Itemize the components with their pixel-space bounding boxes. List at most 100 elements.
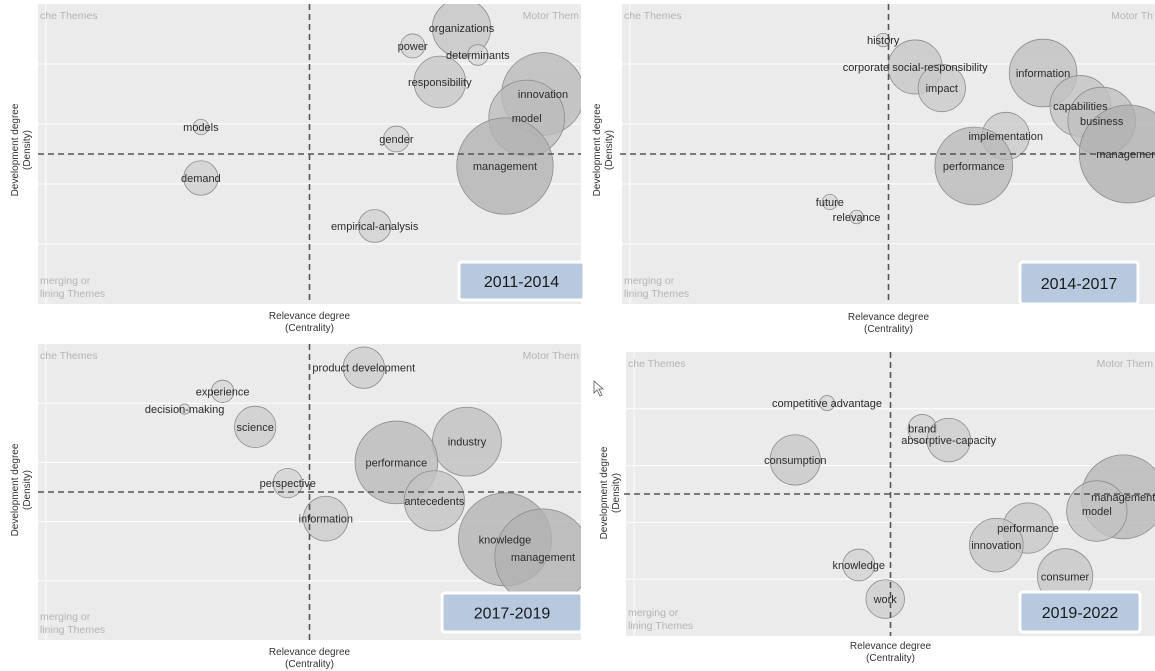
bubble-product-development — [342, 346, 385, 389]
y-axis-label: Development degree — [10, 443, 21, 536]
bubble-work — [865, 579, 905, 619]
bubble-innovation — [969, 517, 1024, 573]
bubble-label-future: future — [816, 197, 844, 209]
y-axis-label-group: Development degree (Density) — [10, 443, 33, 536]
period-badge — [1018, 590, 1142, 634]
bubble-label-management: management — [1091, 492, 1155, 504]
bubble-label-information: information — [1016, 68, 1070, 80]
bubble-labels: history corporate social-responsibility im… — [816, 35, 1155, 224]
bubble-absorptive-capacity — [926, 417, 971, 463]
quadrant-label-emerging: merging or — [628, 607, 679, 619]
bubble-label-management: management — [1096, 149, 1155, 161]
y-axis-sublabel: (Density) — [22, 470, 33, 510]
quadrant-label-declining: lining Themes — [628, 620, 693, 632]
bubble-demand — [183, 160, 219, 196]
bubble-relevance — [849, 209, 864, 225]
x-axis-sublabel: (Centrality) — [285, 323, 334, 334]
bubble-label-power: power — [398, 41, 428, 53]
bubble-label-absorptive-capacity: absorptive-capacity — [901, 435, 996, 447]
bubble-label-antecedents: antecedents — [404, 496, 464, 508]
bubble-antecedents — [403, 470, 465, 532]
quadrant-label-declining: lining Themes — [40, 624, 105, 636]
bubble-label-performance: performance — [365, 457, 427, 469]
bubble-label-management: management — [511, 552, 575, 564]
quadrant-label-emerging: merging or — [40, 611, 91, 623]
bubble-label-model: model — [1082, 506, 1112, 518]
x-axis-sublabel: (Centrality) — [285, 659, 334, 670]
period-label: 2019-2022 — [1042, 605, 1119, 622]
quadrant-label-niche: che Themes — [40, 10, 98, 22]
quadrant-label-emerging: merging or — [40, 275, 91, 287]
bubble-perspective — [272, 468, 303, 499]
quadrant-label-declining: lining Themes — [624, 288, 689, 300]
quadrant-label-motor: Motor Them — [523, 350, 580, 362]
y-axis-sublabel: (Density) — [611, 473, 622, 513]
bubble-information — [302, 495, 349, 542]
bubble-label-work: work — [873, 594, 898, 606]
bubble-label-knowledge: knowledge — [832, 560, 885, 572]
bubble-science — [234, 405, 277, 448]
bubble-label-consumption: consumption — [764, 455, 826, 467]
bubble-labels: competitive advantage brandabsorptive-cap… — [764, 398, 1155, 606]
bubble-decision-making — [179, 403, 191, 415]
period-label: 2017-2019 — [474, 606, 551, 623]
bubble-knowledge — [842, 548, 876, 582]
bubble-label-decision-making: decision-making — [145, 404, 224, 416]
x-axis-label: Relevance degree — [269, 647, 351, 658]
bubble-history — [876, 32, 891, 48]
bubble-label-corporate-social-responsibility: corporate social-responsibility — [843, 62, 988, 74]
bubble-label-performance: performance — [943, 161, 1005, 173]
bubble-management — [1078, 104, 1155, 204]
bubble-label-experience: experience — [196, 386, 250, 398]
bubble-label-product-development: product development — [312, 363, 415, 375]
bubble-label-organizations: organizations — [429, 23, 495, 35]
bubble-models — [192, 118, 210, 136]
bubble-label-perspective: perspective — [260, 478, 316, 490]
bubble-label-industry: industry — [448, 437, 487, 449]
bubble-label-relevance: relevance — [833, 212, 881, 224]
period-badge — [1018, 260, 1140, 306]
bubble-responsibility — [413, 55, 467, 109]
x-axis-label: Relevance degree — [850, 641, 932, 652]
bubble-label-management: management — [473, 161, 537, 173]
quadrant-label-motor: Motor Th — [1111, 10, 1153, 22]
quadrant-label-niche: che Themes — [624, 10, 682, 22]
y-axis-label-group: Development degree (Density) — [599, 446, 622, 539]
bubble-label-knowledge: knowledge — [479, 534, 532, 546]
bubble-label-competitive-advantage: competitive advantage — [772, 398, 882, 410]
bubble-label-empirical-analysis: empirical-analysis — [331, 221, 419, 233]
bubble-power — [400, 33, 426, 59]
y-axis-label-group: Development degree (Density) — [10, 103, 33, 196]
bubble-determinants — [467, 44, 489, 66]
x-axis-sublabel: (Centrality) — [866, 653, 915, 664]
bubble-performance — [934, 126, 1014, 206]
period-label: 2011-2014 — [484, 274, 559, 291]
quadrant-label-niche: che Themes — [628, 358, 686, 370]
bubble-model — [1066, 480, 1128, 542]
bubble-experience — [211, 379, 235, 403]
bubble-label-model: model — [512, 113, 542, 125]
y-axis-label-group: Development degree (Density) — [592, 103, 615, 196]
bubble-label-history: history — [867, 35, 900, 47]
bubble-competitive-advantage — [819, 395, 835, 412]
bubble-label-responsibility: responsibility — [408, 77, 472, 89]
period-label: 2014-2017 — [1041, 276, 1118, 293]
bubble-label-impact: impact — [926, 83, 958, 95]
mouse-cursor-icon — [593, 380, 605, 397]
bubble-label-gender: gender — [379, 134, 414, 146]
x-axis-label: Relevance degree — [269, 311, 351, 322]
bubble-label-information: information — [299, 514, 353, 526]
bubbles — [769, 395, 1155, 619]
period-badge — [440, 591, 584, 634]
bubbles — [179, 346, 581, 606]
bubble-gender — [383, 125, 410, 153]
bubble-label-consumer: consumer — [1041, 571, 1090, 583]
bubbles — [821, 32, 1155, 225]
bubble-consumption — [769, 434, 821, 486]
y-axis-sublabel: (Density) — [604, 130, 615, 170]
